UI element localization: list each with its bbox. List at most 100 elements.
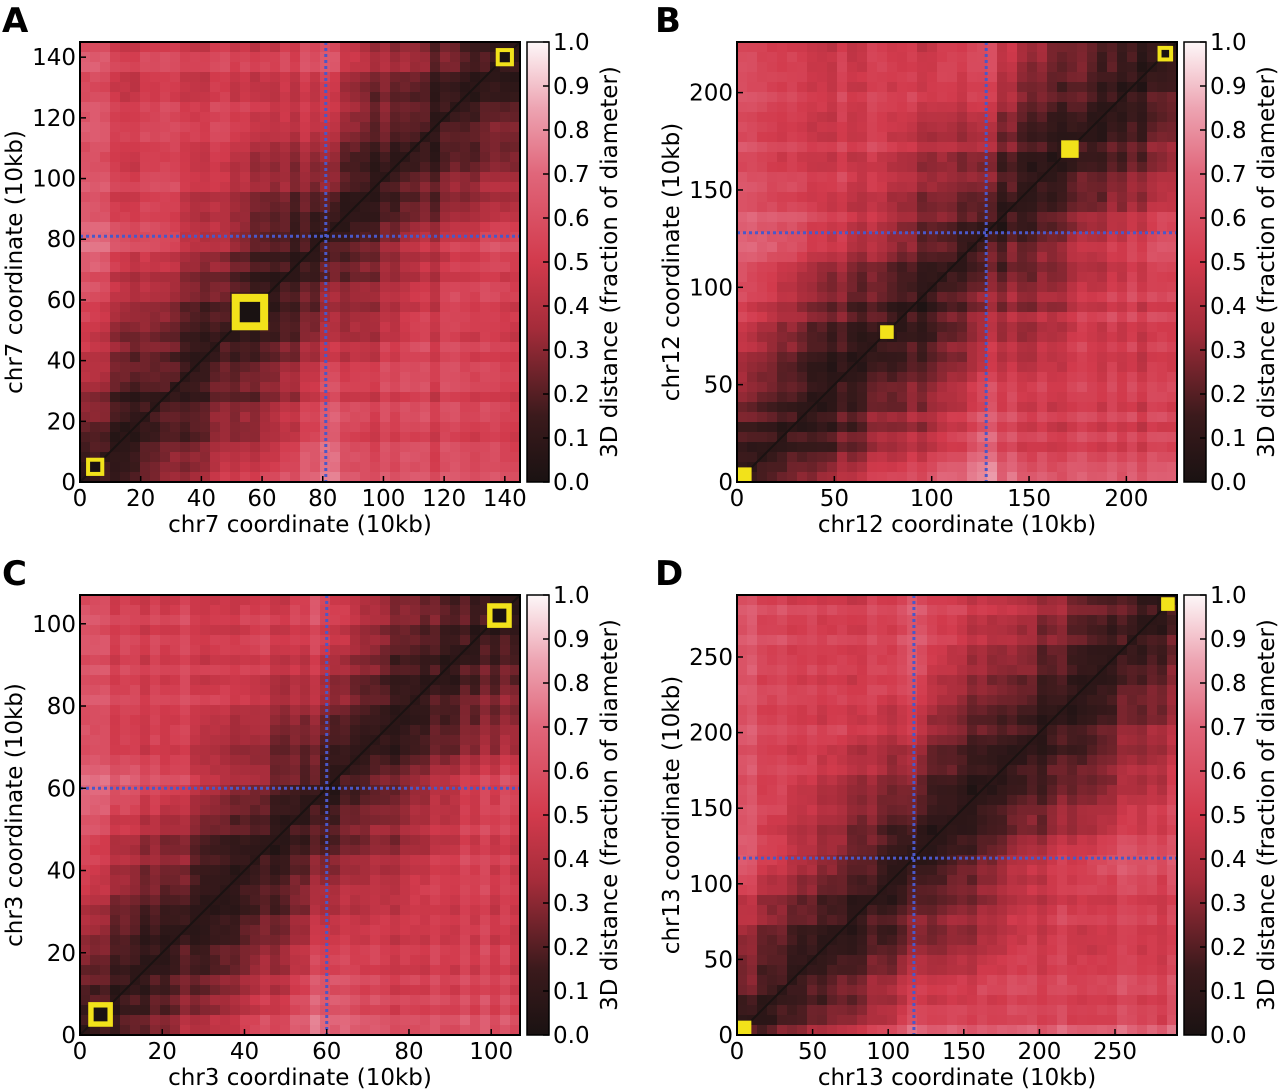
marker-d-0 [737, 1020, 752, 1035]
colorbar-label: 3D distance (fraction of diameter) [1254, 66, 1280, 458]
y-tick-label: 50 [704, 373, 733, 399]
colorbar-tick-label: 0.2 [1210, 935, 1247, 961]
colorbar-tick-label: 0.9 [553, 74, 590, 100]
y-tick-label: 100 [32, 167, 76, 193]
y-tick-label: 20 [47, 941, 76, 967]
x-tick-label: 50 [820, 486, 849, 512]
colorbar-tick-label: 0.6 [1210, 206, 1247, 232]
colorbar-tick-label: 0.0 [553, 1023, 590, 1049]
colorbar-tick-label: 0.4 [1210, 294, 1247, 320]
y-tick-label: 50 [704, 947, 733, 973]
colorbar-tick-label: 0.6 [1210, 759, 1247, 785]
heatmap-b [737, 42, 1178, 483]
colorbar-tick-label: 0.3 [1210, 891, 1247, 917]
x-tick-label: 20 [148, 1039, 177, 1065]
colorbar-tick-label: 0.7 [553, 715, 590, 741]
colorbar-label: 3D distance (fraction of diameter) [1254, 619, 1280, 1011]
colorbar-tick-label: 0.0 [553, 470, 590, 496]
colorbar-tick-label: 0.3 [553, 338, 590, 364]
y-tick-label: 0 [718, 470, 733, 496]
x-tick-label: 200 [1017, 1039, 1061, 1065]
marker-d-1 [1161, 597, 1175, 611]
x-axis-label: chr7 coordinate (10kb) [168, 512, 432, 538]
colorbar-tick-label: 0.5 [1210, 250, 1247, 276]
y-tick-label: 40 [47, 859, 76, 885]
marker-c-1 [487, 603, 512, 628]
x-tick-label: 60 [312, 1039, 341, 1065]
x-tick-label: 100 [469, 1039, 513, 1065]
y-axis-label: chr7 coordinate (10kb) [2, 130, 28, 394]
x-tick-label: 40 [187, 486, 216, 512]
colorbar-tick-label: 0.7 [1210, 715, 1247, 741]
colorbar-tick-label: 0.2 [1210, 382, 1247, 408]
y-tick-label: 80 [47, 227, 76, 253]
colorbar-label: 3D distance (fraction of diameter) [597, 619, 623, 1011]
x-tick-label: 20 [126, 486, 155, 512]
colorbar-tick-label: 0.8 [553, 118, 590, 144]
y-tick-label: 200 [689, 81, 733, 107]
marker-b-1 [880, 325, 894, 339]
y-tick-label: 0 [61, 1023, 76, 1049]
colorbar-tick-label: 0.1 [553, 979, 590, 1005]
marker-b-0 [737, 467, 752, 482]
heatmap-c [80, 595, 521, 1036]
y-tick-label: 0 [61, 470, 76, 496]
diagonal-line [736, 594, 1178, 1036]
y-tick-label: 100 [689, 872, 733, 898]
x-tick-label: 140 [483, 486, 527, 512]
panel-a: 00 20 20 40 40 60 60 80 80 100 100 120 120 140 140 chr7… [2, 1, 623, 538]
colorbar-tick-label: 0.9 [1210, 627, 1247, 653]
plot-frame [79, 594, 521, 1036]
y-axis-label: chr12 coordinate (10kb) [659, 123, 685, 401]
y-tick-label: 150 [689, 796, 733, 822]
x-axis-label: chr13 coordinate (10kb) [818, 1065, 1096, 1089]
colorbar-tick-label: 0.9 [553, 627, 590, 653]
colorbar-tick-label: 0.7 [553, 162, 590, 188]
colorbar: 0.0 0.1 0.2 0.3 0.4 0.5 0.6 0.7 0.8 0.9 1.0 3D dist… [526, 583, 623, 1049]
x-tick-label: 0 [730, 486, 745, 512]
y-tick-label: 100 [689, 275, 733, 301]
y-tick-label: 60 [47, 288, 76, 314]
x-tick-label: 0 [73, 486, 88, 512]
colorbar: 0.0 0.1 0.2 0.3 0.4 0.5 0.6 0.7 0.8 0.9 1.0 3D dist… [1183, 30, 1280, 496]
x-tick-label: 50 [798, 1039, 827, 1065]
colorbar-tick-label: 1.0 [553, 30, 590, 56]
x-tick-label: 60 [247, 486, 276, 512]
marker-c-0 [88, 1002, 113, 1027]
panel-letter: B [655, 1, 681, 41]
colorbar-tick-label: 0.1 [553, 426, 590, 452]
x-tick-label: 250 [1093, 1039, 1137, 1065]
x-tick-label: 150 [1007, 486, 1051, 512]
x-tick-label: 80 [308, 486, 337, 512]
colorbar-tick-label: 0.5 [553, 250, 590, 276]
x-tick-label: 100 [910, 486, 954, 512]
y-tick-label: 0 [718, 1023, 733, 1049]
marker-a-2 [495, 48, 514, 67]
plot-frame [736, 594, 1178, 1036]
y-axis-label: chr13 coordinate (10kb) [659, 676, 685, 954]
diagonal-line [79, 594, 521, 1036]
y-tick-label: 250 [689, 645, 733, 671]
colorbar-tick-label: 0.0 [1210, 1023, 1247, 1049]
x-tick-label: 100 [866, 1039, 910, 1065]
marker-a-1 [231, 293, 269, 331]
y-tick-label: 20 [47, 409, 76, 435]
colorbar-tick-label: 0.3 [553, 891, 590, 917]
x-tick-label: 200 [1104, 486, 1148, 512]
colorbar-tick-label: 0.6 [553, 206, 590, 232]
colorbar-tick-label: 0.9 [1210, 74, 1247, 100]
x-tick-label: 40 [230, 1039, 259, 1065]
x-tick-label: 0 [730, 1039, 745, 1065]
y-tick-label: 140 [32, 45, 76, 71]
marker-b-3 [1157, 45, 1174, 62]
x-tick-label: 120 [422, 486, 466, 512]
colorbar-tick-label: 0.7 [1210, 162, 1247, 188]
x-tick-label: 150 [942, 1039, 986, 1065]
y-tick-label: 150 [689, 178, 733, 204]
panel-letter: A [2, 1, 29, 41]
colorbar-tick-label: 1.0 [553, 583, 590, 609]
colorbar-tick-label: 0.1 [1210, 426, 1247, 452]
colorbar-label: 3D distance (fraction of diameter) [597, 66, 623, 458]
